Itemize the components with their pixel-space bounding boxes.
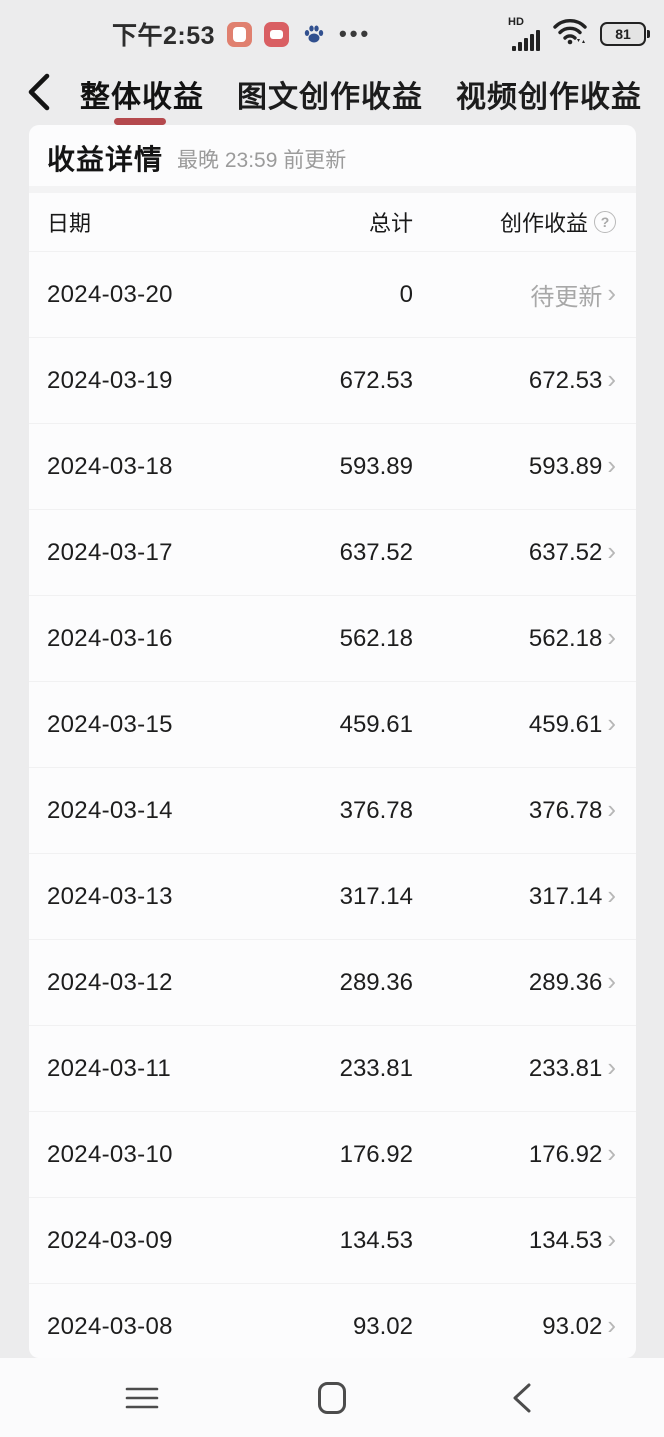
table-row[interactable]: 2024-03-13 317.14 317.14 › xyxy=(29,853,636,939)
table-row[interactable]: 2024-03-11 233.81 233.81 › xyxy=(29,1025,636,1111)
chevron-right-icon: › xyxy=(607,364,616,394)
notification-app-icon-2 xyxy=(264,21,290,47)
row-total: 233.81 xyxy=(339,1054,413,1082)
cellular-signal-icon: HD xyxy=(508,16,540,51)
tab-overall-income[interactable]: 整体收益 xyxy=(80,80,204,114)
row-date: 2024-03-20 xyxy=(47,280,173,308)
table-header: 日期 总计 创作收益 ? xyxy=(29,193,636,251)
row-date: 2024-03-19 xyxy=(47,366,173,394)
table-row[interactable]: 2024-03-17 637.52 637.52 › xyxy=(29,509,636,595)
row-total: 637.52 xyxy=(339,538,413,566)
row-creation-value: 562.18 xyxy=(528,624,603,652)
table-row[interactable]: 2024-03-15 459.61 459.61 › xyxy=(29,681,636,767)
row-total: 593.89 xyxy=(339,452,413,480)
chevron-right-icon: › xyxy=(607,536,616,566)
section-divider xyxy=(29,186,636,193)
row-total: 459.61 xyxy=(339,710,413,738)
status-bar: 下午2:53 ••• HD xyxy=(0,0,664,62)
row-total: 0 xyxy=(399,280,413,308)
row-date: 2024-03-12 xyxy=(47,968,173,996)
row-date: 2024-03-13 xyxy=(47,882,173,910)
row-date: 2024-03-10 xyxy=(47,1140,173,1168)
row-total: 562.18 xyxy=(339,624,413,652)
clock: 下午2:53 xyxy=(112,22,216,50)
row-total: 672.53 xyxy=(339,366,413,394)
row-date: 2024-03-15 xyxy=(47,710,173,738)
recents-menu-icon[interactable] xyxy=(112,1373,172,1423)
chevron-right-icon: › xyxy=(607,966,616,996)
wifi-icon xyxy=(553,18,587,51)
table-row[interactable]: 2024-03-16 562.18 562.18 › xyxy=(29,595,636,681)
chevron-right-icon: › xyxy=(607,1052,616,1082)
row-total: 289.36 xyxy=(339,968,413,996)
row-creation-value: 289.36 xyxy=(528,968,603,996)
update-time-note: 最晚 23:59 前更新 xyxy=(177,149,347,172)
table-row[interactable]: 2024-03-09 134.53 134.53 › xyxy=(29,1197,636,1283)
help-icon[interactable]: ? xyxy=(594,211,616,233)
row-creation-value: 376.78 xyxy=(528,796,603,824)
table-row[interactable]: 2024-03-19 672.53 672.53 › xyxy=(29,337,636,423)
chevron-right-icon: › xyxy=(607,708,616,738)
row-date: 2024-03-16 xyxy=(47,624,173,652)
chevron-right-icon: › xyxy=(607,622,616,652)
row-total: 317.14 xyxy=(339,882,413,910)
row-creation-value: 93.02 xyxy=(542,1312,603,1340)
row-total: 93.02 xyxy=(352,1312,413,1340)
table-row[interactable]: 2024-03-08 93.02 93.02 › xyxy=(29,1283,636,1358)
notification-app-icon xyxy=(227,21,253,47)
tab-text-creation-income[interactable]: 图文创作收益 xyxy=(237,80,423,114)
row-creation-value: 176.92 xyxy=(528,1140,603,1168)
row-total: 176.92 xyxy=(339,1140,413,1168)
chevron-right-icon: › xyxy=(607,794,616,824)
column-header-date: 日期 xyxy=(47,211,92,236)
baidu-paw-icon xyxy=(301,21,327,47)
more-notifications-dots: ••• xyxy=(339,21,372,46)
row-creation-value: 593.89 xyxy=(528,452,603,480)
chevron-right-icon: › xyxy=(607,278,616,308)
tab-video-creation-income[interactable]: 视频创作收益 xyxy=(456,80,642,114)
row-date: 2024-03-08 xyxy=(47,1312,173,1340)
row-creation-value: 233.81 xyxy=(528,1054,603,1082)
tab-bar: 整体收益 图文创作收益 视频创作收益 xyxy=(0,62,664,125)
row-creation-value: 134.53 xyxy=(528,1226,603,1254)
row-creation-value: 317.14 xyxy=(528,882,603,910)
row-date: 2024-03-14 xyxy=(47,796,173,824)
active-tab-underline xyxy=(114,118,166,125)
earnings-panel: 收益详情 最晚 23:59 前更新 日期 总计 创作收益 ? 2024-03-2… xyxy=(29,125,636,1358)
row-creation-value: 459.61 xyxy=(528,710,603,738)
panel-header: 收益详情 最晚 23:59 前更新 xyxy=(29,125,636,180)
chevron-right-icon: › xyxy=(607,1224,616,1254)
chevron-right-icon: › xyxy=(607,450,616,480)
row-creation-value: 637.52 xyxy=(528,538,603,566)
chevron-right-icon: › xyxy=(607,1138,616,1168)
row-creation-value: 672.53 xyxy=(528,366,603,394)
chevron-right-icon: › xyxy=(607,1310,616,1340)
system-navigation-bar xyxy=(0,1358,664,1437)
panel-title: 收益详情 xyxy=(47,143,164,175)
home-icon[interactable] xyxy=(302,1373,362,1423)
row-date: 2024-03-18 xyxy=(47,452,173,480)
row-date: 2024-03-09 xyxy=(47,1226,173,1254)
hd-volte-label: HD xyxy=(508,15,524,28)
table-row[interactable]: 2024-03-18 593.89 593.89 › xyxy=(29,423,636,509)
table-row[interactable]: 2024-03-20 0 待更新 › xyxy=(29,251,636,337)
table-row[interactable]: 2024-03-14 376.78 376.78 › xyxy=(29,767,636,853)
back-icon[interactable] xyxy=(22,72,56,112)
column-header-creation: 创作收益 xyxy=(499,211,588,236)
row-creation-value: 待更新 xyxy=(530,284,603,311)
nav-back-icon[interactable] xyxy=(492,1373,552,1423)
battery-percent: 81 xyxy=(615,26,631,42)
row-total: 134.53 xyxy=(339,1226,413,1254)
row-total: 376.78 xyxy=(339,796,413,824)
chevron-right-icon: › xyxy=(607,880,616,910)
row-date: 2024-03-11 xyxy=(47,1054,171,1082)
row-date: 2024-03-17 xyxy=(47,538,173,566)
column-header-total: 总计 xyxy=(368,211,413,236)
battery-icon: 81 xyxy=(600,22,650,46)
table-row[interactable]: 2024-03-10 176.92 176.92 › xyxy=(29,1111,636,1197)
table-row[interactable]: 2024-03-12 289.36 289.36 › xyxy=(29,939,636,1025)
